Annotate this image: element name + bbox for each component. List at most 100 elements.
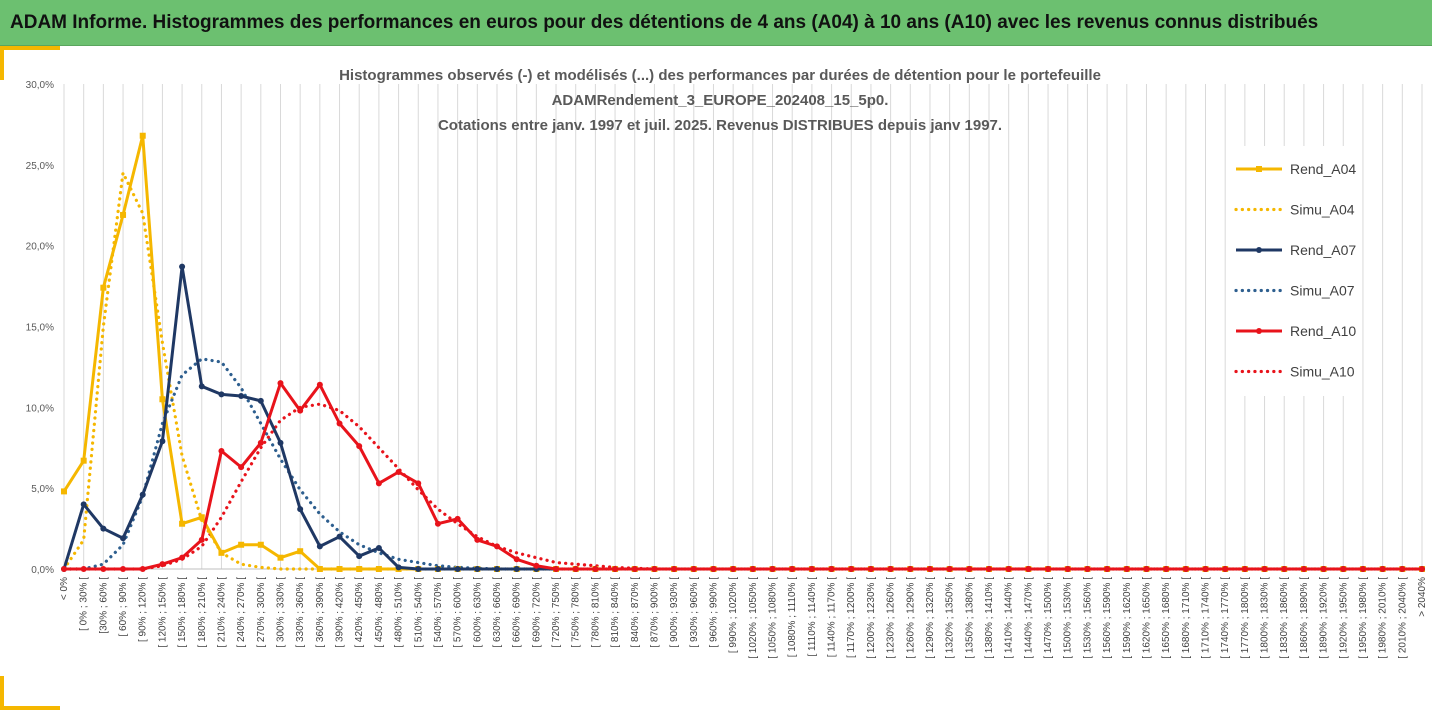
x-tick-label: [ 1950% ; 1980% [ bbox=[1358, 577, 1369, 659]
y-tick-label: 30,0% bbox=[26, 80, 54, 91]
x-tick-label: [ 210% ; 240% [ bbox=[216, 577, 227, 648]
series-lines bbox=[61, 132, 1425, 572]
data-point bbox=[198, 514, 205, 521]
data-point bbox=[907, 566, 914, 572]
x-tick-label: [ 180% ; 210% [ bbox=[197, 577, 208, 648]
data-point bbox=[415, 566, 422, 572]
x-tick-label: [ 1680% ; 1710% [ bbox=[1181, 577, 1192, 659]
legend-item-rend-a07: Rend_A07 bbox=[1236, 242, 1356, 258]
data-point bbox=[356, 553, 363, 560]
data-point bbox=[61, 488, 67, 495]
x-tick-label: [ 630% ; 660% [ bbox=[492, 577, 503, 648]
x-tick-label: [ 1800% ; 1830% [ bbox=[1260, 577, 1271, 659]
data-point bbox=[867, 566, 874, 572]
data-point bbox=[297, 506, 304, 513]
x-tick-label: [ 1050% ; 1080% [ bbox=[768, 577, 779, 659]
data-point bbox=[336, 420, 343, 427]
data-point bbox=[80, 501, 87, 508]
data-point bbox=[513, 566, 520, 572]
chart-title: Histogrammes observés (-) et modélisés (… bbox=[339, 67, 1101, 134]
data-point bbox=[1300, 566, 1307, 572]
data-point bbox=[120, 535, 127, 542]
data-point bbox=[848, 566, 855, 572]
data-point bbox=[710, 566, 717, 572]
series-line-simu-a04 bbox=[62, 171, 1424, 571]
y-tick-label: 0,0% bbox=[31, 565, 54, 576]
data-point bbox=[631, 566, 638, 572]
data-point bbox=[257, 397, 264, 404]
x-tick-label: [ 120% ; 150% [ bbox=[157, 577, 168, 648]
x-tick-label: [ 1980% ; 2010% [ bbox=[1378, 577, 1389, 659]
y-tick-label: 15,0% bbox=[26, 323, 54, 334]
data-point bbox=[257, 439, 264, 446]
data-point bbox=[1379, 566, 1386, 572]
data-point bbox=[277, 380, 284, 387]
legend-item-rend-a04: Rend_A04 bbox=[1236, 161, 1356, 177]
x-tick-label: [ 1620% ; 1650% [ bbox=[1141, 577, 1152, 659]
data-point bbox=[179, 520, 186, 527]
data-point bbox=[553, 566, 560, 572]
data-point bbox=[926, 566, 933, 572]
data-point bbox=[139, 566, 146, 572]
data-point bbox=[395, 564, 402, 571]
chart-title-line-1: Histogrammes observés (-) et modélisés (… bbox=[339, 67, 1101, 84]
data-point bbox=[198, 383, 205, 390]
x-tick-label: [ 450% ; 480% [ bbox=[374, 577, 385, 648]
data-point bbox=[887, 566, 894, 572]
data-point bbox=[218, 549, 225, 556]
data-point bbox=[336, 566, 343, 572]
x-tick-label: [ 1500% ; 1530% [ bbox=[1063, 577, 1074, 659]
series-line-rend-a04 bbox=[62, 134, 1422, 571]
data-point bbox=[336, 533, 343, 540]
data-point bbox=[1320, 566, 1327, 572]
data-point bbox=[474, 536, 481, 543]
data-point bbox=[139, 132, 146, 139]
x-tick-label: [ 1770% ; 1800% [ bbox=[1240, 577, 1251, 659]
x-tick-label: [ 1920% ; 1950% [ bbox=[1338, 577, 1349, 659]
x-tick-label: [ 600% ; 630% [ bbox=[472, 577, 483, 648]
data-point bbox=[1281, 566, 1288, 572]
data-point bbox=[513, 556, 520, 563]
legend-label: Rend_A07 bbox=[1290, 242, 1356, 258]
series-line-simu-a10 bbox=[62, 402, 1424, 571]
data-point bbox=[493, 543, 500, 550]
data-point bbox=[198, 536, 205, 543]
data-point bbox=[238, 541, 245, 548]
data-point bbox=[1261, 566, 1268, 572]
x-tick-label: [ 1470% ; 1500% [ bbox=[1043, 577, 1054, 659]
data-point bbox=[612, 566, 619, 572]
legend: Rend_A04 Simu_A04 Rend_A07 Simu_A07 Rend_A10… bbox=[1228, 146, 1358, 396]
data-point bbox=[61, 566, 67, 572]
data-point bbox=[690, 566, 697, 572]
data-point bbox=[100, 525, 107, 532]
legend-item-simu-a07: Simu_A07 bbox=[1234, 283, 1355, 299]
series-line-rend-a10 bbox=[64, 381, 1422, 571]
y-tick-label: 20,0% bbox=[26, 242, 54, 253]
x-tick-label: [ 1590% ; 1620% [ bbox=[1122, 577, 1133, 659]
data-point bbox=[1202, 566, 1209, 572]
x-tick-label: [ 900% ; 930% [ bbox=[669, 577, 680, 648]
x-tick-label: [ 1260% ; 1290% [ bbox=[905, 577, 916, 659]
legend-item-simu-a10: Simu_A10 bbox=[1234, 364, 1355, 380]
data-point bbox=[238, 464, 245, 471]
data-point bbox=[375, 544, 382, 551]
data-point bbox=[1399, 566, 1406, 572]
x-tick-label: [ 240% ; 270% [ bbox=[236, 577, 247, 648]
data-point bbox=[1005, 566, 1012, 572]
frame-corner-top-left-h bbox=[0, 46, 60, 50]
data-point bbox=[1104, 566, 1111, 572]
data-point bbox=[238, 393, 245, 400]
legend-label: Rend_A04 bbox=[1290, 161, 1356, 177]
x-tick-label: [ 960% ; 990% [ bbox=[708, 577, 719, 648]
data-point bbox=[316, 566, 323, 572]
x-tick-label: [ 420% ; 450% [ bbox=[354, 577, 365, 648]
x-tick-label: [ 480% ; 510% [ bbox=[394, 577, 405, 648]
x-tick-label: [ 60% ; 90% [ bbox=[118, 577, 129, 637]
x-tick-label: [30% ; 60% [ bbox=[98, 577, 109, 634]
data-point bbox=[395, 469, 402, 475]
data-point bbox=[1419, 566, 1425, 572]
data-point bbox=[1123, 566, 1130, 572]
data-point bbox=[1359, 566, 1366, 572]
x-tick-label: [ 1230% ; 1260% [ bbox=[886, 577, 897, 659]
x-tick-label: [ 1080% ; 1110% [ bbox=[787, 577, 798, 657]
